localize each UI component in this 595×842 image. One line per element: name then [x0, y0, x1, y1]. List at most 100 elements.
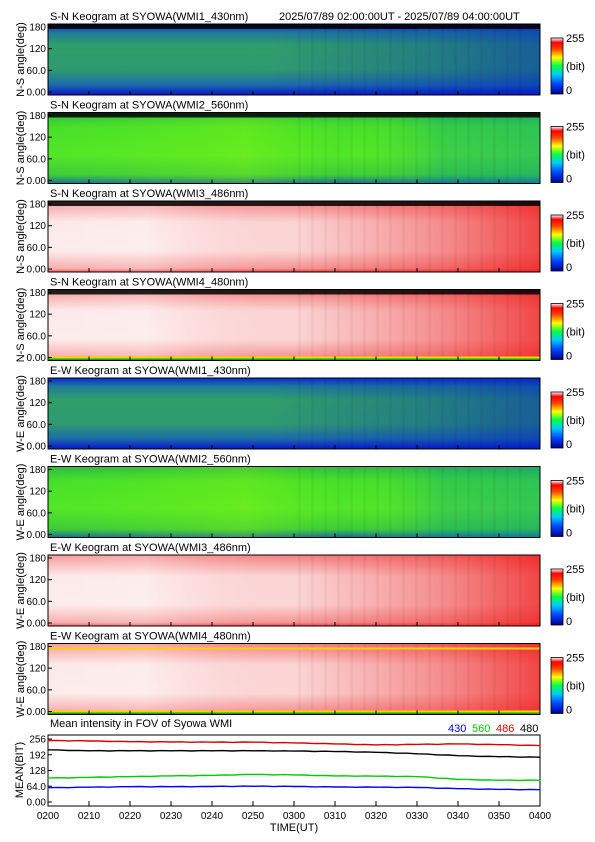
keogram-panel-5: E-W Keogram at SYOWA(WMI1_430nm) 180 120 60… — [15, 365, 585, 453]
keogram-shading — [48, 112, 540, 184]
chart-title: Mean intensity in FOV of Syowa WMI — [50, 718, 232, 730]
keogram-streak — [428, 113, 431, 184]
data-point-486 — [416, 743, 418, 746]
data-point-430 — [88, 786, 90, 788]
keogram-streak — [519, 378, 522, 449]
keogram-streak — [506, 290, 509, 361]
data-point-486 — [457, 743, 459, 745]
keogram-streak — [402, 644, 405, 715]
keogram-streak — [324, 467, 327, 538]
panel-title: E-W Keogram at SYOWA(WMI4_480nm) — [50, 631, 251, 643]
y-tick-label: 120 — [29, 44, 46, 55]
keogram-streak — [493, 644, 496, 715]
keogram-streak — [298, 555, 301, 626]
keogram-streak — [363, 24, 366, 95]
y-tick-label: 120 — [29, 575, 46, 586]
keogram-streak — [298, 644, 301, 715]
colorbar-max: 255 — [566, 564, 584, 576]
keogram-streak — [493, 467, 496, 538]
keogram-streak — [454, 467, 457, 538]
data-point-430 — [334, 786, 336, 788]
keogram-streak — [402, 467, 405, 538]
keogram-streak — [376, 113, 379, 184]
keogram-streak — [519, 24, 522, 95]
data-point-430 — [416, 786, 418, 789]
data-point-486 — [129, 741, 131, 743]
data-point-430 — [293, 785, 295, 788]
keogram-streak — [311, 555, 314, 626]
data-point-486 — [170, 741, 172, 743]
keogram-top-band — [48, 112, 540, 118]
panel-title: S-N Keogram at SYOWA(WMI2_560nm) — [50, 100, 248, 112]
y-tick-label: 256 — [29, 735, 46, 746]
y-tick-label: 180 — [29, 465, 46, 476]
legend-486: 486 — [496, 723, 514, 735]
data-point-430 — [170, 786, 172, 788]
x-tick-label: 0400 — [529, 811, 552, 822]
keogram-panel-3: S-N Keogram at SYOWA(WMI3_486nm) 180 120 60… — [15, 188, 585, 276]
keogram-streak — [480, 201, 483, 272]
keogram-streak — [519, 113, 522, 184]
keogram-streak — [506, 555, 509, 626]
data-point-480 — [539, 756, 541, 758]
keogram-streak — [389, 555, 392, 626]
keogram-edge-band — [48, 647, 540, 650]
colorbar-max: 255 — [566, 653, 584, 665]
keogram-streak — [467, 290, 470, 361]
keogram-streak — [428, 24, 431, 95]
colorbar-min: 0 — [566, 262, 572, 274]
keogram-streak — [506, 113, 509, 184]
y-tick-label: 180 — [29, 642, 46, 653]
keogram-streak — [454, 201, 457, 272]
y-tick-label: 180 — [29, 554, 46, 565]
data-point-560 — [416, 776, 418, 778]
panel-title: E-W Keogram at SYOWA(WMI2_560nm) — [50, 454, 251, 466]
data-point-486 — [293, 742, 295, 744]
data-point-480 — [498, 756, 500, 758]
colorbar-max: 255 — [566, 33, 584, 45]
keogram-streak — [493, 201, 496, 272]
keogram-streak — [467, 555, 470, 626]
colorbar — [550, 568, 564, 626]
colorbar-unit: (bit) — [566, 150, 585, 162]
keogram-streak — [441, 378, 444, 449]
panel-title: S-N Keogram at SYOWA(WMI3_486nm) — [50, 188, 248, 200]
y-tick-label: 60.0 — [27, 66, 47, 77]
keogram-streak — [415, 555, 418, 626]
keogram-streak — [402, 378, 405, 449]
x-tick-label: 0310 — [324, 811, 347, 822]
y-tick-label: 0.00 — [27, 442, 47, 453]
keogram-streak — [376, 24, 379, 95]
keogram-streak — [506, 644, 509, 715]
keogram-streak — [298, 113, 301, 184]
keogram-streak — [428, 555, 431, 626]
keogram-streak — [415, 290, 418, 361]
y-tick-label: 120 — [29, 221, 46, 232]
y-tick-label: 120 — [29, 310, 46, 321]
keogram-streak — [506, 467, 509, 538]
keogram-streak — [480, 24, 483, 95]
y-tick-label: 60.0 — [27, 508, 47, 519]
y-tick-label: 0.00 — [27, 88, 47, 99]
keogram-streak — [428, 201, 431, 272]
keogram-streak — [337, 113, 340, 184]
keogram-panel-4: S-N Keogram at SYOWA(WMI4_480nm) 180 120 60… — [15, 277, 585, 365]
keogram-streak — [337, 644, 340, 715]
keogram-panel-6: E-W Keogram at SYOWA(WMI2_560nm) 180 120 60… — [15, 454, 585, 542]
colorbar-max: 255 — [566, 299, 584, 311]
keogram-shading — [48, 466, 540, 538]
data-point-560 — [457, 778, 459, 780]
keogram-streak — [324, 201, 327, 272]
keogram-streak — [363, 201, 366, 272]
keogram-streak — [467, 113, 470, 184]
y-tick-label: 128 — [29, 766, 46, 777]
keogram-streak — [467, 378, 470, 449]
keogram-streak — [298, 24, 301, 95]
keogram-streak — [441, 201, 444, 272]
x-tick-label: 0220 — [119, 811, 142, 822]
colorbar-unit: (bit) — [566, 61, 585, 73]
y-tick-label: 180 — [29, 111, 46, 122]
data-point-430 — [47, 787, 49, 789]
keogram-streak — [493, 555, 496, 626]
data-point-486 — [539, 745, 541, 747]
